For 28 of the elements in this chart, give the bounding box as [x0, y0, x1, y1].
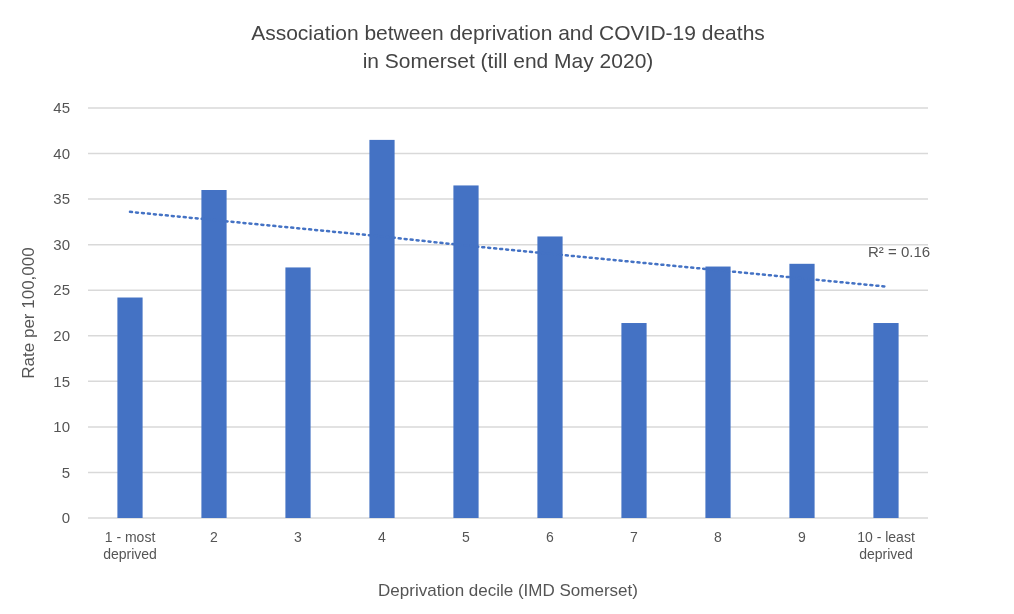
bar [621, 323, 647, 518]
x-axis-title: Deprivation decile (IMD Somerset) [378, 581, 638, 600]
x-tick-label: 1 - most deprived [103, 529, 157, 562]
x-tick-label: 7 [630, 529, 639, 545]
y-tick-label: 40 [53, 144, 70, 162]
x-tick-label: 10 - least deprived [857, 529, 915, 562]
y-tick-label: 35 [53, 190, 70, 208]
bar [117, 297, 143, 518]
bar [873, 323, 899, 518]
chart-title: Association between deprivation and COVID-19 deaths in Somerset (till end May 2020) [251, 21, 765, 72]
y-tick-label: 15 [53, 372, 70, 390]
x-tick-label: 2 [210, 529, 219, 545]
x-tick-label: 4 [378, 529, 387, 545]
y-tick-label: 30 [53, 235, 70, 253]
y-tick-label: 45 [53, 99, 70, 117]
y-tick-label: 25 [53, 281, 70, 299]
x-tick-label: 5 [462, 529, 471, 545]
x-tick-label: 6 [546, 529, 555, 545]
bar [285, 267, 311, 518]
y-tick-label: 5 [61, 463, 70, 481]
y-tick-label: 20 [53, 327, 70, 345]
annotation: R² = 0.16 [868, 242, 931, 260]
x-tick-label: 8 [714, 529, 723, 545]
x-tick-label: 3 [294, 529, 303, 545]
y-tick-label: 0 [61, 509, 70, 527]
y-axis-title: Rate per 100,000 [19, 247, 38, 379]
x-tick-label: 9 [798, 529, 807, 545]
y-tick-label: 10 [53, 418, 70, 436]
